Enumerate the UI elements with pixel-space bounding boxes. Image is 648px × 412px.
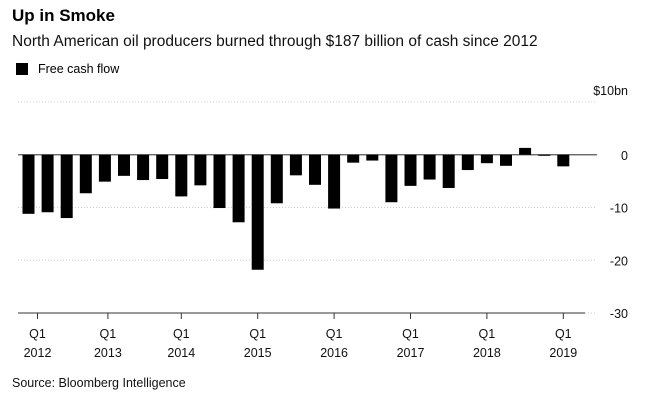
bar-23 xyxy=(461,154,474,171)
bar-20 xyxy=(404,154,417,186)
bar-18 xyxy=(366,154,379,161)
bar-27 xyxy=(538,154,551,156)
bar-2 xyxy=(60,154,73,219)
x-tick-label-quarter: Q1 xyxy=(555,327,572,341)
y-tick-label: $10bn xyxy=(593,84,628,98)
x-tick-label-year: 2015 xyxy=(244,346,272,360)
x-tick-label-quarter: Q1 xyxy=(249,327,266,341)
x-tick-label-year: 2013 xyxy=(94,346,122,360)
chart-legend: Free cash flow xyxy=(16,62,119,76)
legend-label: Free cash flow xyxy=(38,62,120,76)
x-tick-label-quarter: Q1 xyxy=(326,327,343,341)
x-tick-label-quarter: Q1 xyxy=(173,327,190,341)
bar-15 xyxy=(309,154,321,185)
bar-14 xyxy=(289,154,302,176)
bar-12 xyxy=(251,154,264,270)
bar-8 xyxy=(175,154,188,197)
axis-layer: $10bn 0 -10 -20 -30 Q1 2012 Q1 2013 Q1 2014 Q1 2015 Q… xyxy=(18,84,628,360)
bar-21 xyxy=(423,154,436,180)
bar-24 xyxy=(480,154,493,164)
legend-swatch xyxy=(16,63,28,75)
x-tick-label-year: 2014 xyxy=(167,346,195,360)
bar-0 xyxy=(22,154,35,214)
x-tick-label-quarter: Q1 xyxy=(100,327,117,341)
chart-title: Up in Smoke xyxy=(12,6,115,25)
x-tick-label-year: 2017 xyxy=(397,346,425,360)
x-tick-label-year: 2012 xyxy=(24,346,52,360)
x-tick-label-quarter: Q1 xyxy=(402,327,419,341)
bar-25 xyxy=(500,154,512,166)
bar-9 xyxy=(194,154,207,186)
bar-19 xyxy=(385,154,398,203)
bar-10 xyxy=(213,154,226,209)
bar-3 xyxy=(79,154,92,194)
bar-layer xyxy=(22,147,570,270)
x-tick-label-year: 2019 xyxy=(549,346,577,360)
x-tick-label-year: 2018 xyxy=(473,346,501,360)
y-tick-label: -20 xyxy=(610,254,628,268)
grid-layer xyxy=(18,101,597,314)
bar-5 xyxy=(118,154,130,176)
bar-1 xyxy=(41,154,54,213)
y-tick-label: 0 xyxy=(621,149,628,163)
source-note: Source: Bloomberg Intelligence xyxy=(12,376,186,390)
bar-7 xyxy=(156,154,169,180)
y-tick-label: -30 xyxy=(610,307,628,321)
bar-26 xyxy=(519,147,532,155)
bar-13 xyxy=(270,154,283,204)
x-tick-label-quarter: Q1 xyxy=(479,327,496,341)
bar-28 xyxy=(557,154,570,167)
x-tick-label-year: 2016 xyxy=(320,346,348,360)
y-tick-label: -10 xyxy=(610,202,628,216)
bar-22 xyxy=(442,154,455,188)
x-tick-label-quarter: Q1 xyxy=(29,327,46,341)
bar-17 xyxy=(347,154,360,163)
bar-6 xyxy=(137,154,150,181)
bar-4 xyxy=(98,154,111,182)
bar-16 xyxy=(328,154,341,209)
chart-subtitle: North American oil producers burned thro… xyxy=(12,33,538,50)
bar-11 xyxy=(232,154,245,223)
